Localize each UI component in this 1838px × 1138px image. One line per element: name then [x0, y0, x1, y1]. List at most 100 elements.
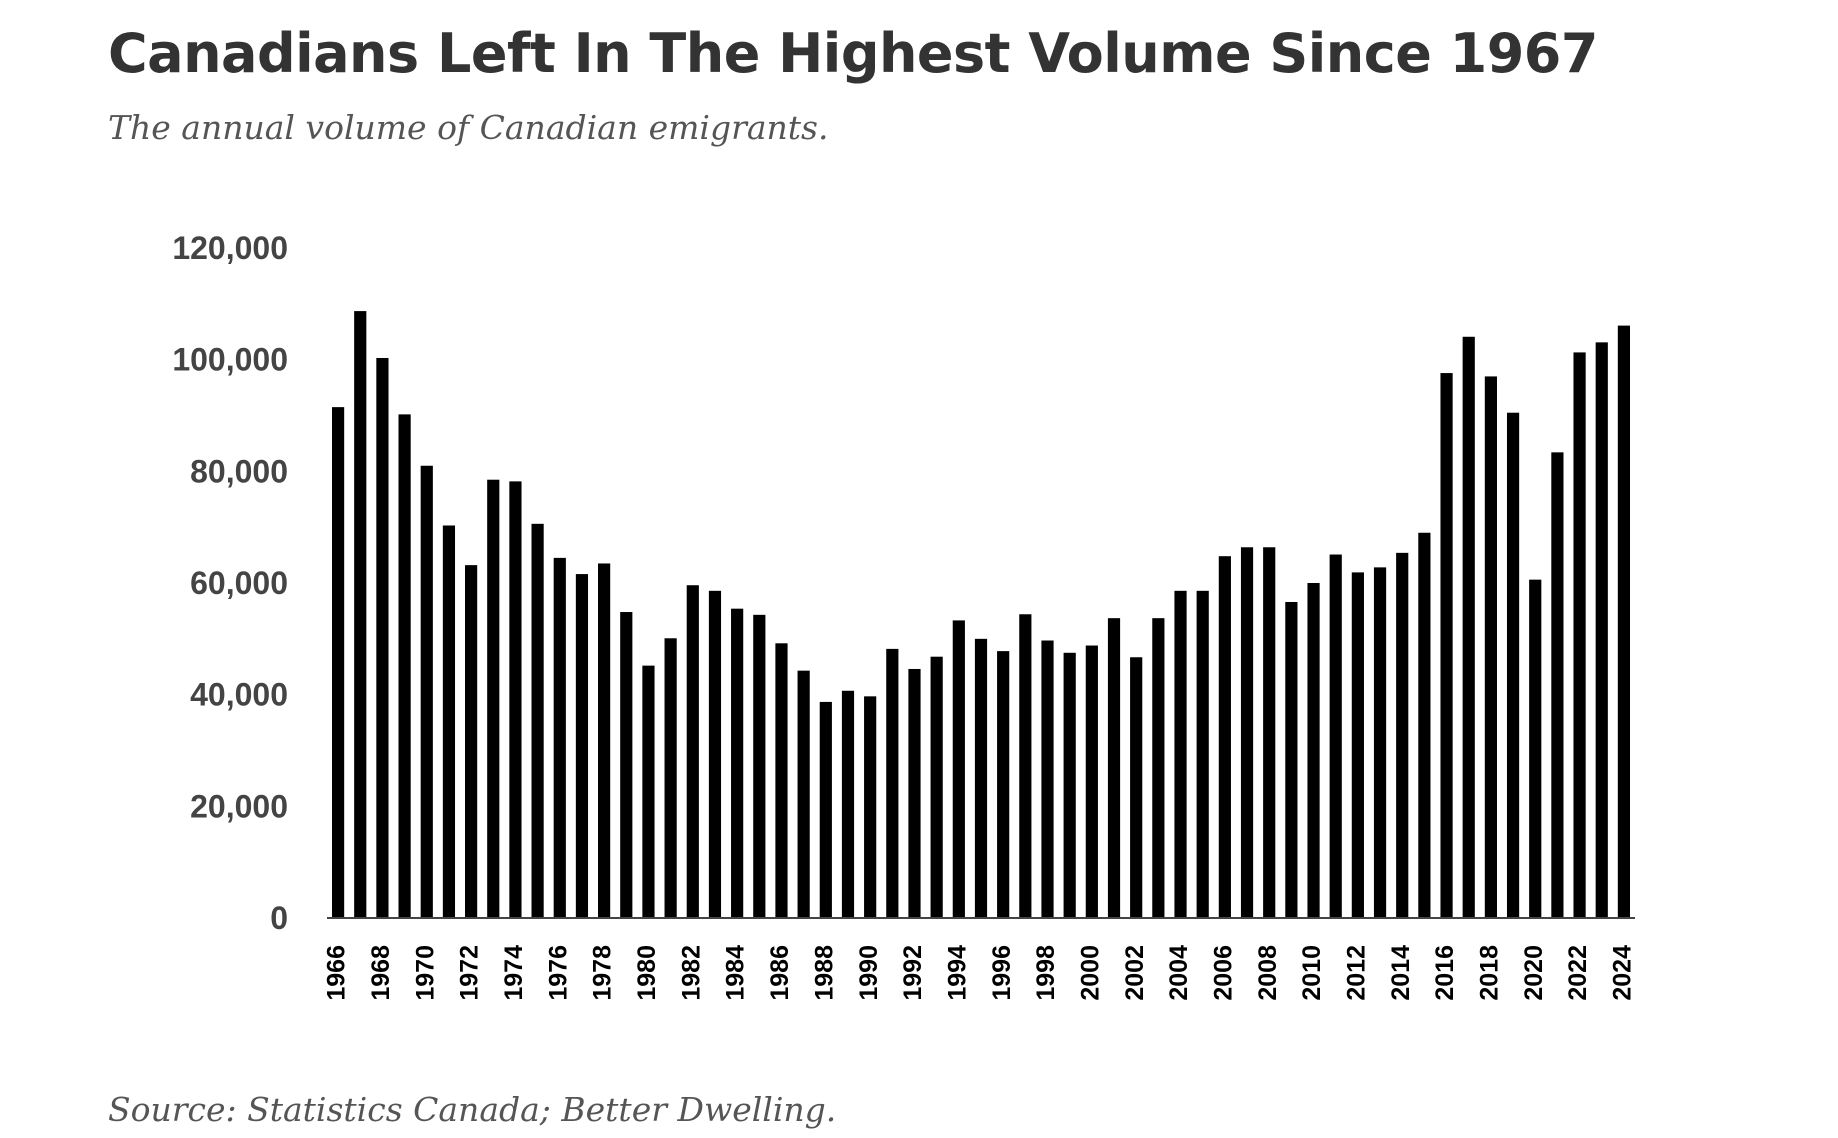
x-tick-label: 2020 — [1520, 945, 1548, 1001]
bar-2004 — [1174, 590, 1187, 918]
chart-subtitle: The annual volume of Canadian emigrants. — [108, 108, 829, 147]
y-tick-label: 0 — [270, 900, 288, 936]
bar-2008 — [1263, 547, 1276, 918]
bar-2017 — [1462, 336, 1475, 918]
bar-1985 — [753, 614, 766, 918]
x-tick-label: 2018 — [1476, 945, 1504, 1001]
bar-2000 — [1085, 645, 1098, 918]
bar-1998 — [1041, 640, 1054, 918]
x-tick-label: 1990 — [855, 945, 883, 1001]
bar-1980 — [642, 665, 655, 918]
x-tick-label: 2002 — [1121, 945, 1149, 1001]
x-tick-label: 2006 — [1209, 945, 1237, 1001]
x-tick-label: 1966 — [323, 945, 351, 1001]
x-tick-label: 1968 — [367, 945, 395, 1001]
y-tick-label: 60,000 — [190, 565, 288, 601]
x-tick-label: 1996 — [988, 945, 1016, 1001]
bar-2007 — [1240, 547, 1254, 918]
x-tick-label: 2008 — [1254, 945, 1282, 1001]
bar-1981 — [664, 638, 677, 918]
bar-2006 — [1218, 556, 1231, 918]
bar-2018 — [1484, 376, 1497, 918]
x-tick-label: 1988 — [810, 945, 838, 1001]
x-tick-label: 2004 — [1165, 945, 1193, 1001]
y-tick-label: 40,000 — [190, 677, 288, 713]
bar-2002 — [1130, 657, 1143, 918]
bar-2014 — [1396, 552, 1409, 918]
bar-2010 — [1307, 583, 1320, 918]
bar-1967 — [354, 311, 367, 919]
x-tick-label: 1982 — [677, 945, 705, 1001]
y-tick-label: 20,000 — [190, 788, 288, 824]
x-tick-label: 1986 — [766, 945, 794, 1001]
bar-1974 — [509, 481, 522, 918]
bar-1987 — [797, 670, 810, 918]
x-tick-label: 2000 — [1076, 945, 1104, 1001]
x-tick-label: 1980 — [633, 945, 661, 1001]
x-tick-label: 1974 — [500, 945, 528, 1001]
bar-1996 — [997, 651, 1010, 918]
bar-2011 — [1329, 554, 1342, 918]
x-tick-label: 1972 — [456, 945, 484, 1001]
x-tick-label: 2010 — [1298, 945, 1326, 1001]
bar-2019 — [1506, 412, 1520, 918]
source-note: Source: Statistics Canada; Better Dwelli… — [108, 1090, 837, 1129]
bar-1972 — [465, 565, 478, 918]
y-tick-label: 80,000 — [190, 453, 288, 489]
bar-2023 — [1595, 342, 1608, 918]
bar-1995 — [974, 638, 988, 918]
x-tick-label: 1998 — [1032, 945, 1060, 1001]
bar-2005 — [1196, 590, 1209, 918]
bar-2022 — [1573, 352, 1586, 918]
bar-1986 — [775, 643, 788, 918]
bar-1966 — [331, 407, 345, 918]
x-tick-label: 1992 — [899, 945, 927, 1001]
bar-1977 — [575, 574, 589, 918]
bar-1984 — [731, 608, 744, 918]
bar-1975 — [531, 523, 544, 918]
bar-1990 — [864, 696, 877, 918]
chart-title: Canadians Left In The Highest Volume Sin… — [108, 22, 1598, 85]
x-tick-label: 1984 — [722, 945, 750, 1001]
bar-2009 — [1285, 601, 1298, 918]
bar-2024 — [1617, 325, 1631, 918]
bar-2020 — [1529, 579, 1542, 918]
bar-2003 — [1152, 618, 1165, 918]
x-tick-label: 1978 — [589, 945, 617, 1001]
x-tick-label: 1970 — [411, 945, 439, 1001]
bar-1976 — [553, 557, 566, 919]
bar-1993 — [930, 656, 943, 918]
x-tick-label: 2022 — [1564, 945, 1592, 1001]
x-tick-label: 2014 — [1387, 945, 1415, 1001]
bar-1970 — [420, 465, 433, 918]
y-tick-label: 120,000 — [172, 230, 288, 266]
bar-1989 — [841, 690, 855, 918]
bar-2021 — [1551, 452, 1564, 918]
y-axis-ticks: 0 20,000 40,000 60,000 80,000 100,000 120,000 — [172, 230, 288, 936]
bar-1968 — [376, 357, 389, 918]
bar-1973 — [487, 479, 500, 918]
bars — [331, 311, 1631, 919]
bar-1978 — [598, 563, 611, 918]
x-axis-ticks: 1966 1968 1970 1972 1974 1976 1978 1980 1982 1984… — [323, 945, 1637, 1001]
bar-1994 — [952, 620, 965, 918]
bar-1988 — [819, 701, 832, 918]
bar-1992 — [908, 668, 921, 918]
bar-2001 — [1107, 618, 1121, 918]
bar-1982 — [686, 585, 699, 918]
bar-1971 — [442, 525, 456, 918]
bar-2015 — [1418, 532, 1431, 918]
bar-1991 — [886, 648, 899, 918]
bar-1969 — [398, 414, 411, 918]
bar-1997 — [1019, 614, 1032, 918]
bar-2012 — [1351, 572, 1364, 918]
bar-1999 — [1063, 652, 1076, 918]
x-tick-label: 2012 — [1342, 945, 1370, 1001]
x-tick-label: 1976 — [544, 945, 572, 1001]
x-tick-label: 1994 — [943, 945, 971, 1001]
x-tick-label: 2016 — [1431, 945, 1459, 1001]
y-tick-label: 100,000 — [172, 342, 288, 378]
bar-1983 — [708, 590, 722, 918]
bar-1979 — [620, 612, 633, 918]
